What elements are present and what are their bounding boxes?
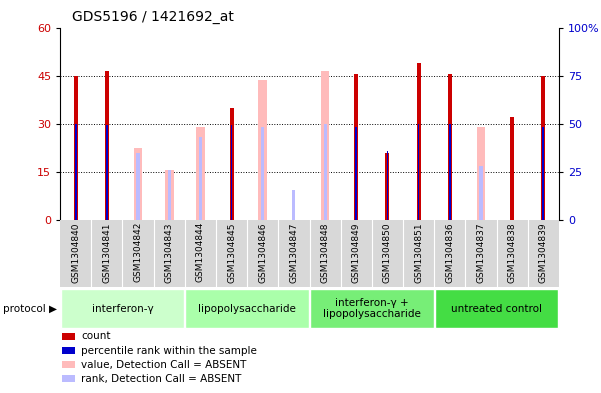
Bar [321,71,329,220]
Bar [310,289,433,328]
Text: rank, Detection Call = ABSENT: rank, Detection Call = ABSENT [81,374,242,384]
Text: GSM1304837: GSM1304837 [477,222,486,283]
Bar [230,108,234,220]
Text: GSM1304841: GSM1304841 [102,222,111,283]
Text: GDS5196 / 1421692_at: GDS5196 / 1421692_at [72,9,234,24]
Text: GSM1304839: GSM1304839 [539,222,548,283]
Bar [199,137,202,220]
Text: count: count [81,331,111,342]
Bar [510,118,514,220]
Bar [106,125,108,220]
Text: GSM1304840: GSM1304840 [71,222,80,283]
Bar [168,170,171,220]
Bar [543,127,544,220]
Bar [186,289,309,328]
Bar [133,148,142,220]
Bar [354,74,358,220]
Bar [355,127,357,220]
Bar [477,127,486,220]
Bar [62,333,75,340]
Bar [105,71,109,220]
Text: lipopolysaccharide: lipopolysaccharide [198,303,296,314]
Text: GSM1304845: GSM1304845 [227,222,236,283]
Bar [136,152,139,220]
Text: GSM1304844: GSM1304844 [196,222,205,283]
Bar [261,127,264,220]
Text: GSM1304846: GSM1304846 [258,222,267,283]
Bar [196,127,205,220]
Text: GSM1304849: GSM1304849 [352,222,361,283]
Text: value, Detection Call = ABSENT: value, Detection Call = ABSENT [81,360,246,370]
Bar [75,124,76,220]
Bar [323,124,327,220]
Bar [61,289,184,328]
Text: GSM1304843: GSM1304843 [165,222,174,283]
Text: untreated control: untreated control [451,303,542,314]
Text: GSM1304842: GSM1304842 [133,222,142,283]
Bar [62,361,75,368]
Bar [165,170,174,220]
Text: protocol ▶: protocol ▶ [3,303,57,314]
Bar [449,124,451,220]
Bar [74,75,78,220]
Bar [416,63,421,220]
Bar [448,74,452,220]
Bar [542,75,545,220]
Bar [292,189,296,220]
Text: GSM1304836: GSM1304836 [445,222,454,283]
Bar [62,347,75,354]
Bar [386,151,388,220]
Bar [418,124,419,220]
Text: GSM1304848: GSM1304848 [320,222,329,283]
Bar [480,165,483,220]
Bar [385,152,389,220]
Bar [258,81,267,220]
Text: GSM1304850: GSM1304850 [383,222,392,283]
Bar [62,375,75,382]
Bar [435,289,558,328]
Text: GSM1304838: GSM1304838 [508,222,517,283]
Text: GSM1304851: GSM1304851 [414,222,423,283]
Text: interferon-γ +
lipopolysaccharide: interferon-γ + lipopolysaccharide [323,298,421,319]
Text: GSM1304847: GSM1304847 [290,222,299,283]
Bar [231,125,233,220]
Text: percentile rank within the sample: percentile rank within the sample [81,345,257,356]
Text: interferon-γ: interferon-γ [91,303,153,314]
